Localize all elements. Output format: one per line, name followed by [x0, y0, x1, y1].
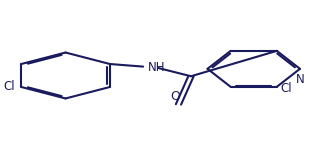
Text: NH: NH [148, 61, 166, 74]
Text: N: N [296, 72, 304, 85]
Text: Cl: Cl [4, 80, 15, 93]
Text: Cl: Cl [281, 82, 292, 95]
Text: O: O [170, 90, 180, 103]
